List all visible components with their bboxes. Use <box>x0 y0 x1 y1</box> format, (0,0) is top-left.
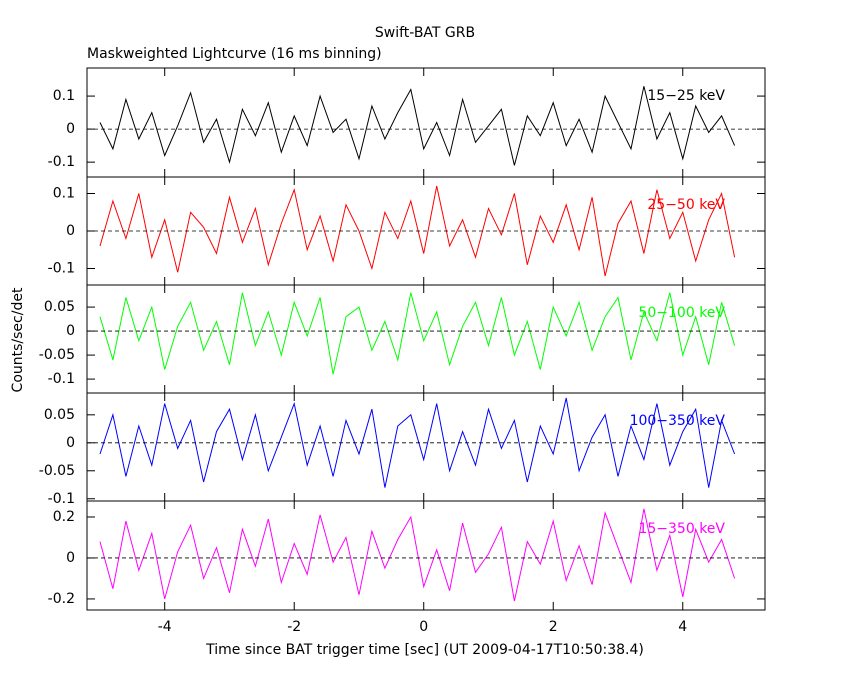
panel-frame <box>86 284 766 394</box>
y-tick-label: 0.05 <box>44 407 75 423</box>
band-label: 100−350 keV <box>630 413 726 429</box>
y-tick-label: 0.1 <box>53 186 75 202</box>
chart-subtitle: Maskweighted Lightcurve (16 ms binning) <box>87 46 382 62</box>
band-label: 15−25 keV <box>647 88 725 104</box>
y-tick-label: 0 <box>66 223 75 239</box>
y-tick-label: 0 <box>66 121 75 137</box>
y-tick-label: 0.2 <box>53 509 75 525</box>
lightcurve <box>99 185 736 277</box>
y-tick-label: -0.05 <box>39 463 75 479</box>
band-label: 50−100 keV <box>638 305 725 321</box>
panel-frame <box>86 67 766 178</box>
x-tick-label: 0 <box>419 619 428 635</box>
y-tick-label: 0.1 <box>53 88 75 104</box>
x-tick-label: 4 <box>678 619 687 635</box>
panel-frame <box>86 392 766 502</box>
x-tick-label: 2 <box>549 619 558 635</box>
y-tick-label: -0.2 <box>48 591 75 607</box>
band-label: 15−350 keV <box>638 521 725 537</box>
lightcurve <box>99 508 736 602</box>
x-axis-label: Time since BAT trigger time [sec] (UT 20… <box>205 642 644 658</box>
y-tick-label: 0 <box>66 323 75 339</box>
y-tick-label: 0 <box>66 550 75 566</box>
x-tick-label: -4 <box>158 619 172 635</box>
y-tick-label: -0.1 <box>48 154 75 170</box>
y-tick-label: -0.1 <box>48 491 75 507</box>
y-tick-label: -0.1 <box>48 261 75 277</box>
lightcurve <box>99 86 736 166</box>
y-tick-label: 0 <box>66 435 75 451</box>
y-tick-label: -0.05 <box>39 347 75 363</box>
x-tick-label: -2 <box>287 619 301 635</box>
band-label: 25−50 keV <box>647 197 725 213</box>
chart-title: Swift-BAT GRB <box>375 25 475 41</box>
panel-frame <box>86 500 766 611</box>
y-tick-label: -0.1 <box>48 371 75 387</box>
y-tick-label: 0.05 <box>44 299 75 315</box>
y-axis-label: Counts/sec/det <box>10 287 26 392</box>
lightcurve <box>99 292 736 375</box>
lightcurve <box>99 397 736 488</box>
